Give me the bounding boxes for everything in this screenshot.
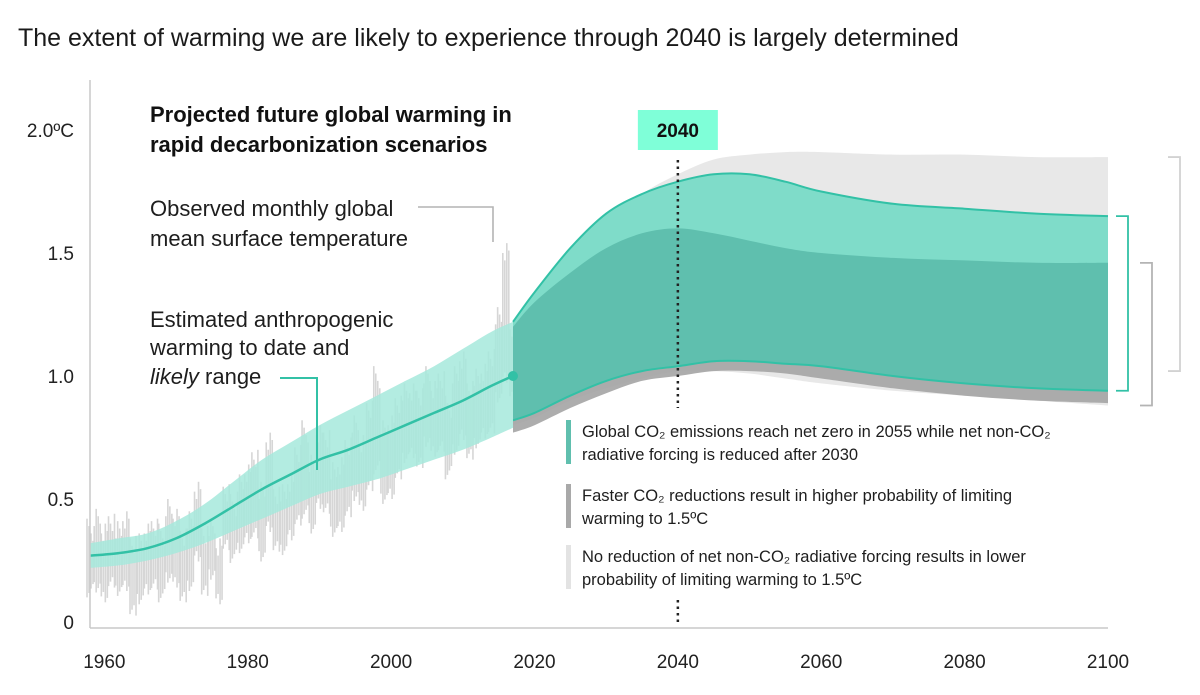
observed-annotation: Observed monthly global — [150, 196, 393, 221]
likely-range-annotation: likely range — [150, 364, 261, 389]
bracket-net-zero — [1116, 215, 1129, 392]
likely-range-band — [89, 321, 518, 568]
bracket-faster — [1140, 261, 1153, 407]
legend-swatch — [566, 420, 571, 464]
x-tick-label: 2040 — [657, 652, 699, 673]
x-tick-label: 2020 — [513, 652, 555, 673]
y-tick-label: 1.5 — [48, 244, 74, 265]
x-tick-label: 2060 — [800, 652, 842, 673]
legend-text: probability of limiting warming to 1.5ºC — [582, 571, 862, 589]
legend-text: warming to 1.5ºC — [581, 510, 708, 528]
axes: 0 0.5 1.0 1.5 2.0ºC 1960 1980 2000 2020 2040 2060 2… — [27, 80, 1129, 673]
legend-text: Global CO₂ emissions reach net zero in 2… — [582, 423, 1051, 441]
chart-subtitle: rapid decarbonization scenarios — [150, 132, 487, 157]
bracket-no-reduction — [1168, 156, 1181, 372]
x-tick-label: 2100 — [1087, 652, 1129, 673]
legend-text: No reduction of net non-CO₂ radiative fo… — [582, 548, 1026, 566]
y-tick-label: 1.0 — [48, 367, 74, 388]
scenario-bands — [512, 151, 1109, 433]
legend-swatch — [566, 484, 571, 528]
anthropogenic-annotation: warming to date and — [149, 335, 349, 360]
likely-range-band — [90, 321, 513, 568]
legend: Global CO₂ emissions reach net zero in 2… — [566, 420, 1051, 589]
observed-annotation: mean surface temperature — [150, 226, 408, 251]
annotations: Projected future global warming in rapid … — [149, 102, 512, 470]
legend-swatch — [566, 545, 571, 589]
band-faster-reductions — [513, 228, 1108, 421]
likely-word: likely — [150, 364, 201, 389]
x-tick-label: 1980 — [227, 652, 269, 673]
y-tick-label: 0.5 — [48, 490, 74, 511]
x-tick-label: 2000 — [370, 652, 412, 673]
year-2040-marker: 2040 — [637, 110, 718, 625]
marker-label: 2040 — [657, 121, 699, 142]
anthropogenic-endpoint — [507, 371, 518, 381]
anthropogenic-warming-line — [89, 374, 514, 557]
marker-box — [637, 110, 718, 150]
anthropogenic-annotation: Estimated anthropogenic — [150, 307, 393, 332]
x-tick-label: 1960 — [83, 652, 125, 673]
observed-leader — [418, 206, 494, 242]
y-tick-label: 2.0ºC — [27, 121, 74, 142]
likely-range-leader — [280, 377, 318, 470]
legend-text: Faster CO₂ reductions result in higher p… — [582, 487, 1012, 505]
band-lower-edge — [512, 359, 1109, 422]
y-tick-label: 0 — [63, 613, 74, 634]
range-brackets — [1116, 156, 1181, 407]
page-title: The extent of warming we are likely to e… — [18, 24, 959, 52]
x-tick-label: 2080 — [943, 652, 985, 673]
legend-text: radiative forcing is reduced after 2030 — [582, 446, 858, 464]
range-word: range — [199, 364, 261, 389]
chart-subtitle: Projected future global warming in — [150, 102, 512, 127]
band-upper-edge — [512, 172, 1109, 323]
